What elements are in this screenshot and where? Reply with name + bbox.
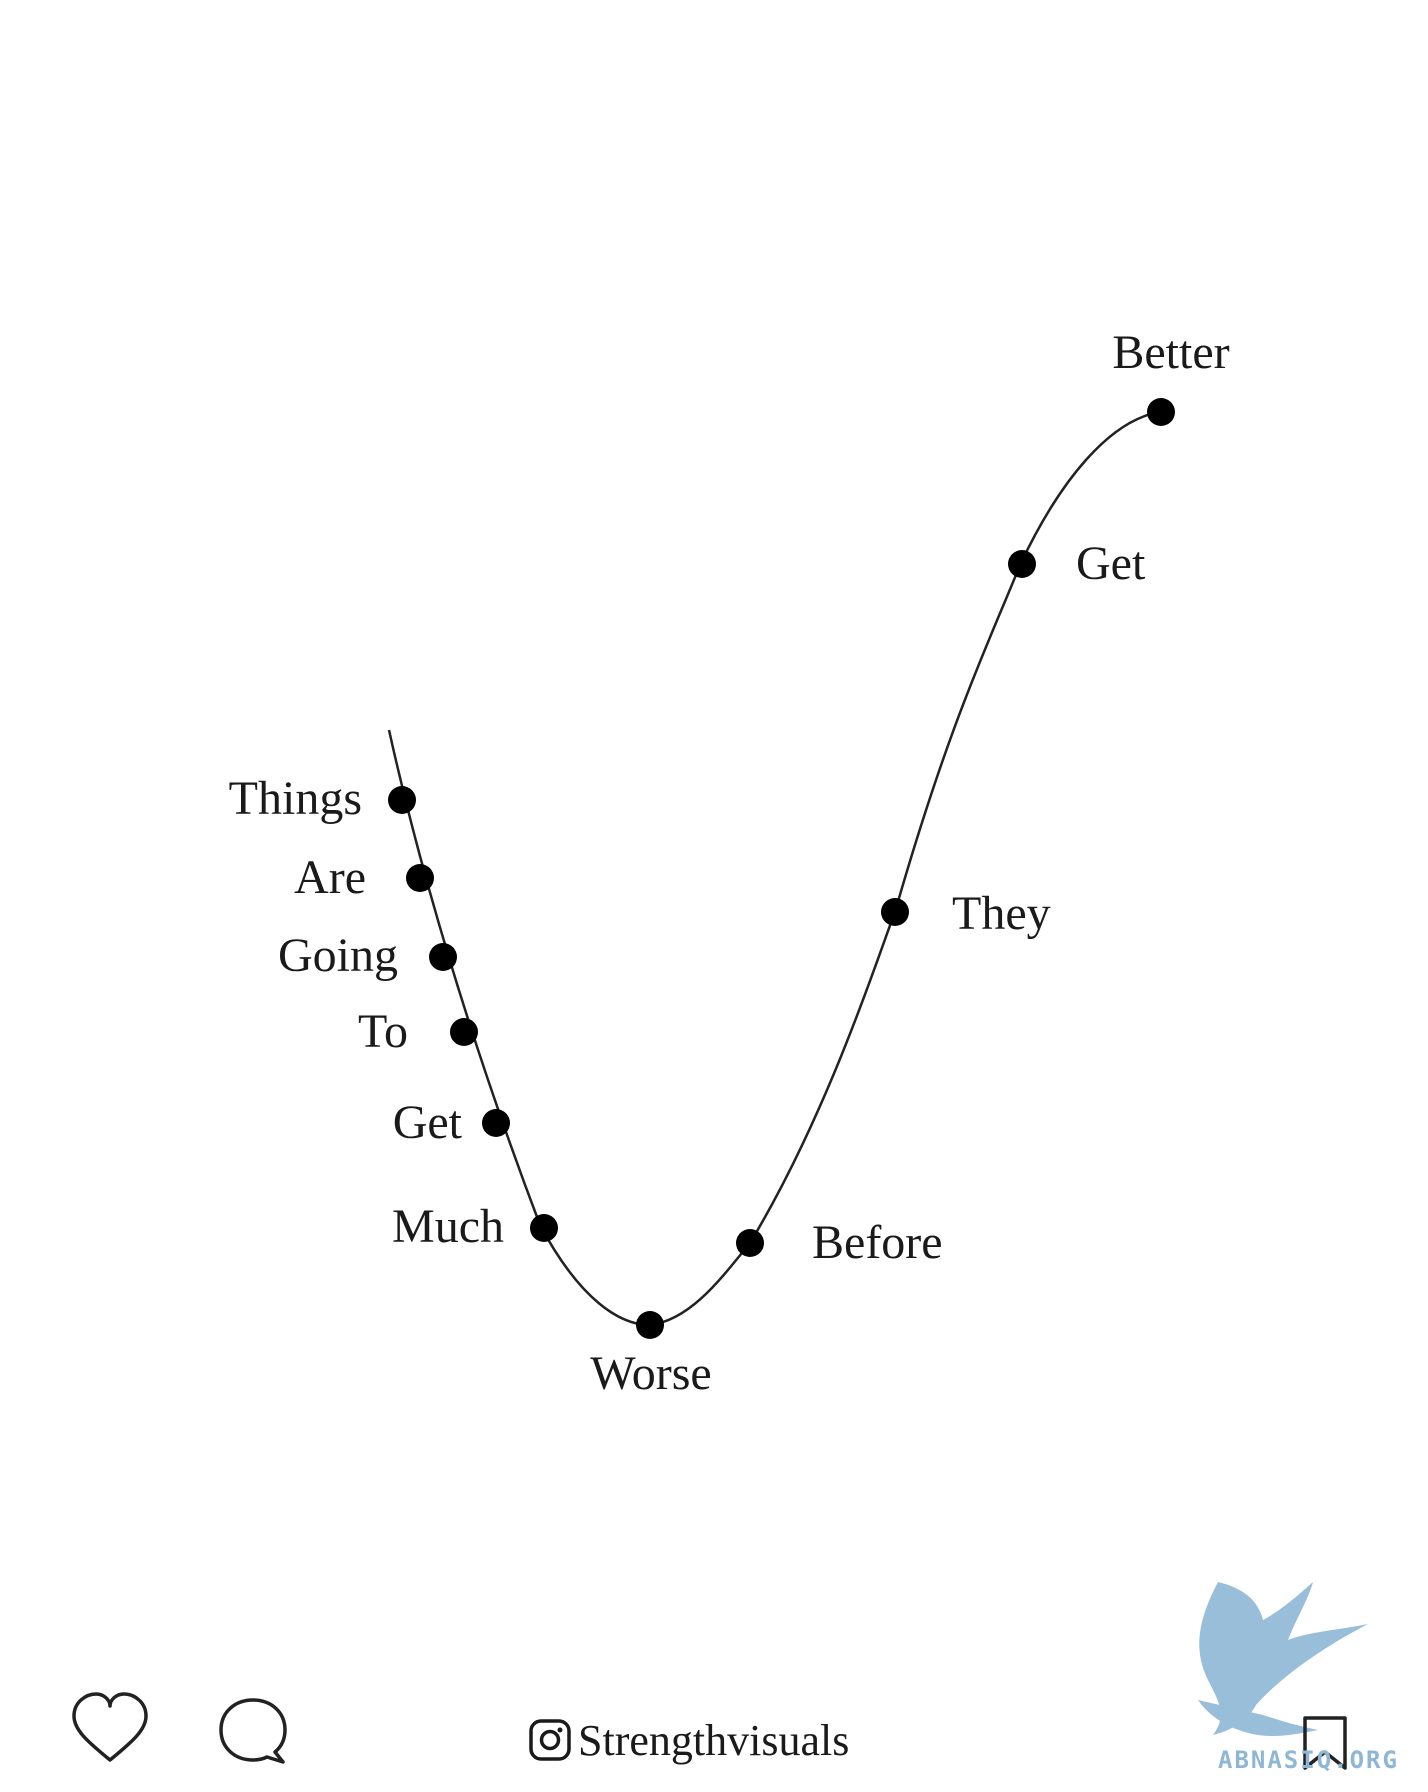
- account-handle[interactable]: Strengthvisuals: [578, 1716, 849, 1765]
- curve-label-3: Going: [278, 929, 398, 982]
- curve-point-10: [1008, 550, 1036, 578]
- curve-label-9: They: [952, 887, 1051, 940]
- curve-line: [387, 410, 1161, 1327]
- comment-icon[interactable]: [219, 1698, 287, 1764]
- watermark-text: ABNASIQ.ORG: [1218, 1746, 1399, 1774]
- curve-point-4: [450, 1018, 478, 1046]
- curve-label-1: Things: [229, 772, 362, 825]
- curve-point-3: [429, 943, 457, 971]
- points-layer: [388, 398, 1175, 1339]
- curve-point-6: [530, 1214, 558, 1242]
- curve-point-9: [881, 898, 909, 926]
- instagram-icon: [529, 1719, 571, 1761]
- watermark-bird-logo: [1198, 1582, 1368, 1737]
- curve-point-2: [406, 864, 434, 892]
- curve-label-7: Worse: [590, 1347, 711, 1400]
- curve-label-4: To: [358, 1005, 408, 1058]
- bookmark-icon[interactable]: [1303, 1716, 1347, 1770]
- curve-label-10: Get: [1076, 537, 1146, 590]
- heart-icon[interactable]: [72, 1692, 148, 1762]
- curve-label-6: Much: [392, 1200, 504, 1253]
- labels-layer: Things Are Going To Get Much Worse Before They Ge…: [229, 326, 1230, 1400]
- curve-point-8: [736, 1229, 764, 1257]
- curve-label-11: Better: [1112, 326, 1229, 379]
- curve-point-7: [636, 1311, 664, 1339]
- curve-point-1: [388, 786, 416, 814]
- curve-label-5: Get: [393, 1096, 463, 1149]
- curve-point-11: [1147, 398, 1175, 426]
- curve-label-8: Before: [812, 1216, 943, 1269]
- curve-label-2: Are: [294, 851, 366, 904]
- curve-point-5: [482, 1109, 510, 1137]
